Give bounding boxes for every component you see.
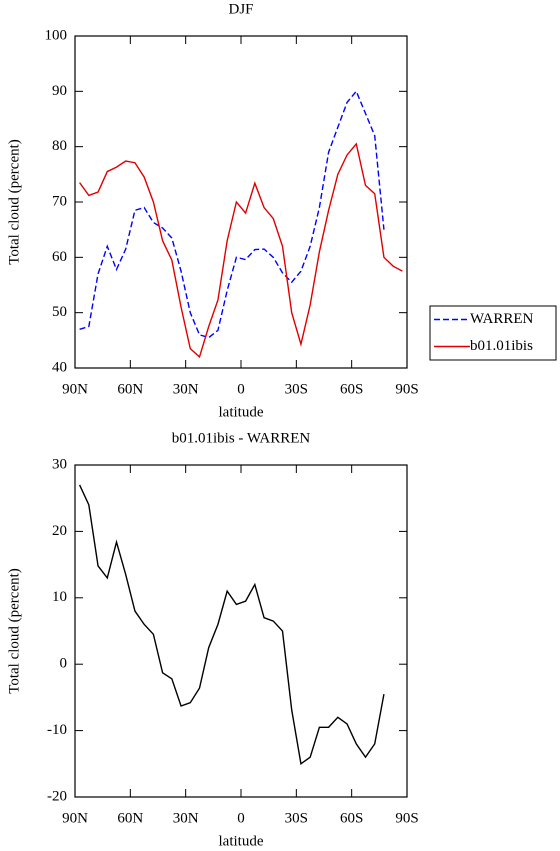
y-tick-label: 80 [52, 138, 67, 154]
x-tick-label: 60S [340, 381, 363, 397]
x-tick-label: 30N [173, 381, 199, 397]
x-tick-label: 60N [117, 381, 143, 397]
y-tick-label: 60 [52, 249, 67, 265]
y-tick-label: 40 [52, 359, 67, 375]
data-line [79, 89, 385, 339]
x-tick-label: 60S [340, 810, 363, 826]
y-axis-label: Total cloud (percent) [6, 139, 22, 265]
data-line [79, 142, 403, 359]
y-tick-label: 0 [60, 656, 68, 672]
plot-frame [74, 35, 408, 369]
x-axis-label: latitude [219, 833, 264, 849]
x-tick-label: 90N [62, 810, 88, 826]
x-tick-label: 60N [117, 810, 143, 826]
x-tick-label: 90S [395, 810, 418, 826]
chart-title: DJF [228, 1, 253, 17]
x-tick-label: 30N [173, 810, 199, 826]
y-tick-label: -20 [47, 788, 67, 804]
plot-frame [74, 464, 408, 798]
y-tick-label: 20 [52, 523, 67, 539]
x-tick-label: 90S [395, 381, 418, 397]
x-tick-label: 90N [62, 381, 88, 397]
x-tick-label: 0 [237, 810, 245, 826]
x-tick-label: 0 [237, 381, 245, 397]
y-tick-label: 30 [52, 456, 67, 472]
x-tick-label: 30S [285, 381, 308, 397]
data-line [78, 484, 385, 766]
x-tick-label: 30S [285, 810, 308, 826]
y-tick-label: 10 [52, 589, 67, 605]
legend-box [429, 305, 557, 361]
legend-label: b01.01ibis [470, 338, 533, 354]
y-tick-label: 90 [52, 83, 67, 99]
y-tick-label: 100 [45, 27, 68, 43]
y-tick-label: 50 [52, 304, 67, 320]
y-axis-label: Total cloud (percent) [6, 568, 22, 694]
y-tick-label: 70 [52, 193, 67, 209]
y-tick-label: -10 [47, 722, 67, 738]
legend-label: WARREN [470, 311, 534, 327]
chart-title: b01.01ibis - WARREN [172, 430, 311, 446]
x-axis-label: latitude [219, 404, 264, 420]
